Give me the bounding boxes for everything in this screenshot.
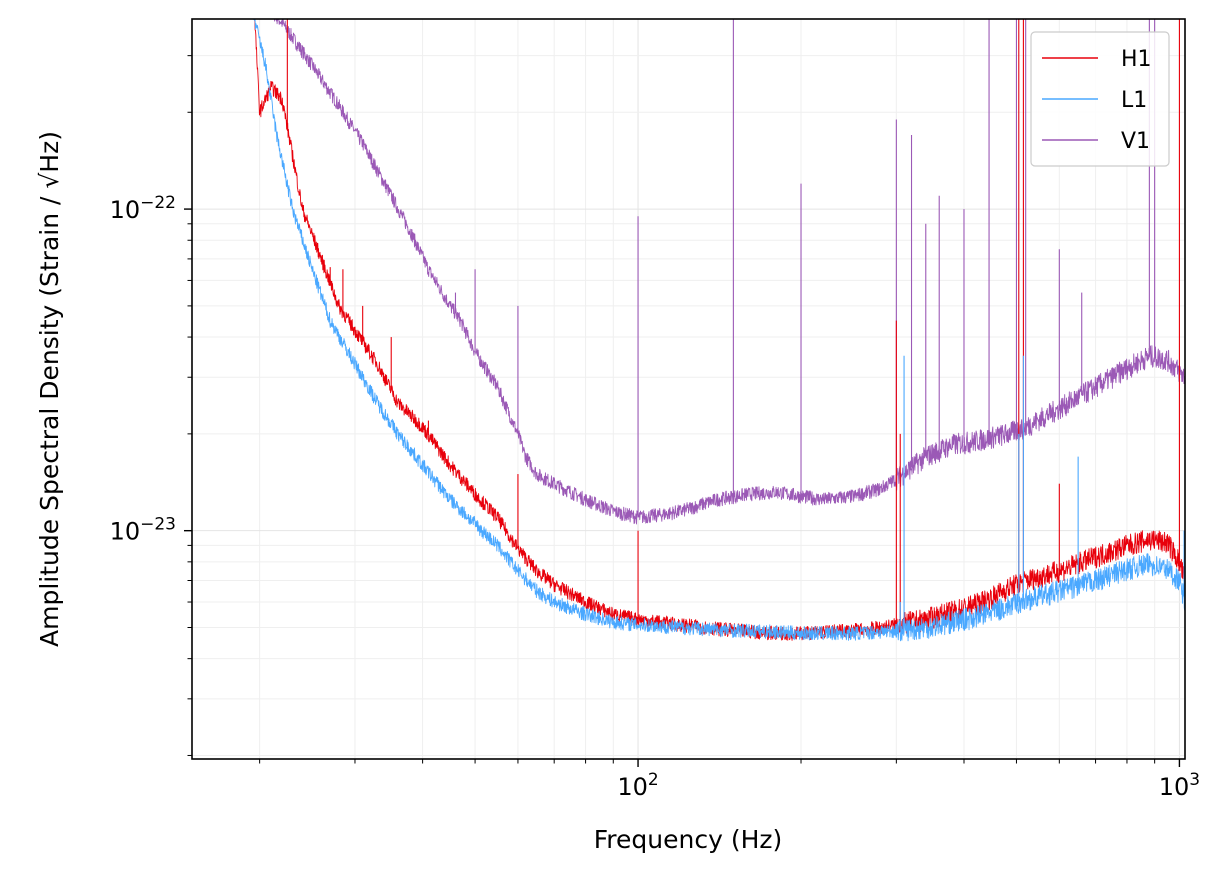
traces (252, 19, 1185, 642)
y-tick-label: 10−23 (110, 515, 176, 546)
legend-box (1030, 31, 1170, 167)
y-axis-label: Amplitude Spectral Density (Strain / √Hz… (35, 131, 64, 647)
x-axis-label: Frequency (Hz) (594, 825, 783, 854)
x-tick-label: 102 (617, 770, 658, 801)
series-line-v1 (274, 19, 1185, 525)
legend-label-h1: H1 (1121, 47, 1152, 72)
legend-label-v1: V1 (1121, 129, 1150, 154)
ticks: 102 103 10−23 10−22 (110, 55, 1200, 801)
y-tick-label: 10−22 (110, 193, 176, 224)
series-line-l1 (252, 19, 1185, 642)
series-line-h1 (254, 19, 1185, 641)
legend-label-l1: L1 (1121, 88, 1147, 113)
legend: H1 L1 V1 (1030, 31, 1170, 167)
x-tick-label: 103 (1159, 770, 1200, 801)
plot-frame (191, 18, 1186, 760)
